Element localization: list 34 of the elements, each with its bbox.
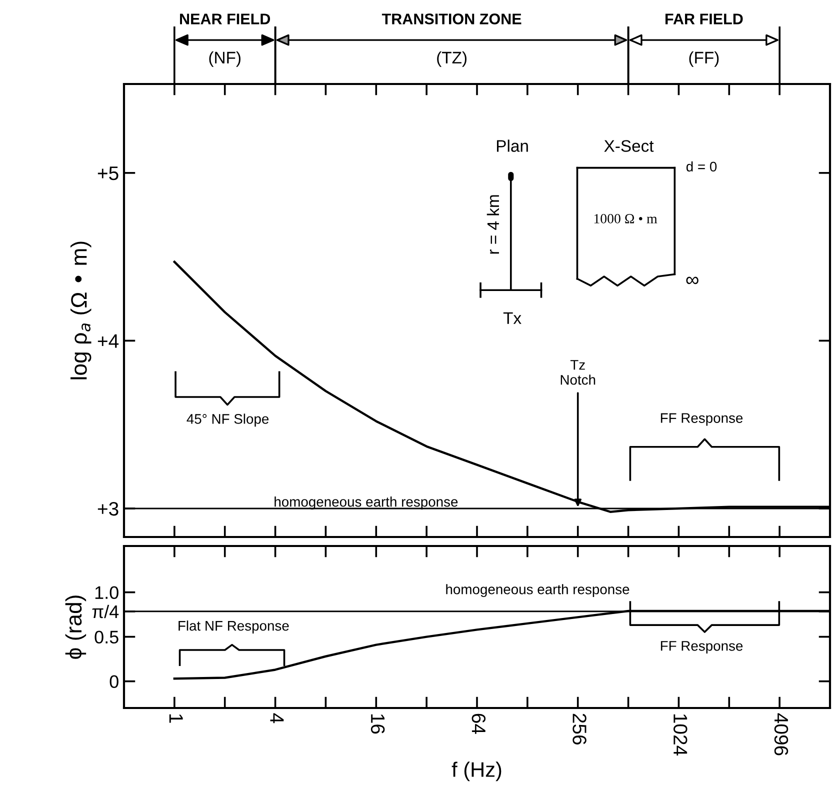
x-tick-label: 256 <box>572 714 586 744</box>
y-tick-label: 0 <box>110 675 118 688</box>
annotation: Tx <box>503 312 522 324</box>
annotation: Tz Notch <box>560 360 596 385</box>
y-tick-label: +4 <box>98 334 119 348</box>
x-tick-label: 16 <box>370 714 385 734</box>
y-tick-label: +3 <box>98 502 118 516</box>
ref-line-label: homogeneous earth response <box>446 584 630 598</box>
annotation: Flat NF Response <box>178 620 289 634</box>
y-tick-label: +5 <box>98 166 118 180</box>
text: TRANSITION ZONE (TZ) <box>382 14 522 67</box>
y-axis-title: ϕ (rad) <box>65 596 86 659</box>
y-tick-label: 0.5 <box>94 630 118 644</box>
x-tick-label: 1 <box>169 714 183 723</box>
annotation: Plan <box>496 140 528 152</box>
annotation: X-Sect <box>604 140 654 152</box>
annotation: FF Response <box>660 641 743 654</box>
annotation: 1000 Ω • m <box>594 214 658 224</box>
annotation: ∞ <box>686 276 698 284</box>
x-axis-title: f (Hz) <box>452 762 502 782</box>
x-tick-label: 1024 <box>673 714 688 756</box>
x-tick-label: 4096 <box>774 713 788 756</box>
x-tick-label: 64 <box>472 714 486 734</box>
annotation: 45° NF Slope <box>186 414 269 427</box>
y-axis-title: log ρ$_{a}$ (Ω • m) <box>70 242 92 380</box>
annotation: d = 0 <box>686 161 717 172</box>
ref-line-label: homogeneous earth response <box>274 496 458 510</box>
x-tick-label: 4 <box>270 713 284 724</box>
annotation: r = 4 km <box>486 195 499 254</box>
text: FAR FIELD (FF) <box>666 14 743 67</box>
annotation: FF Response <box>660 413 743 426</box>
text: NEAR FIELD (NF) <box>180 14 270 67</box>
y-tick-label: π/4 <box>92 604 119 618</box>
y-tick-label: 1.0 <box>95 586 118 600</box>
